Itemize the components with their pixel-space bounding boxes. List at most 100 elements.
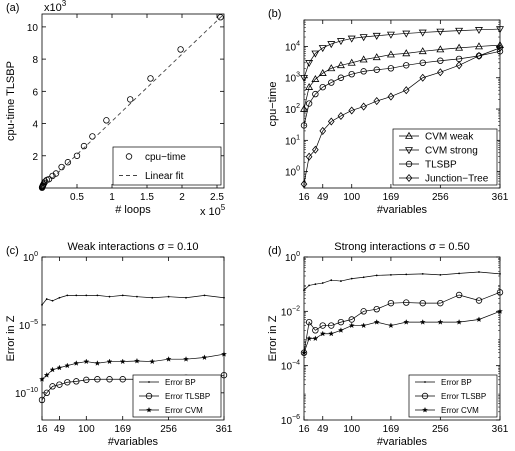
data-point [496, 48, 504, 55]
x-axis-label: # loops [115, 204, 151, 216]
data-point [403, 319, 410, 325]
data-point [80, 142, 88, 150]
data-point [347, 35, 356, 43]
series-2 [300, 48, 504, 129]
data-point [348, 106, 356, 115]
series-line [41, 295, 225, 306]
data-point [496, 289, 504, 296]
data-point [330, 279, 333, 282]
data-point [106, 376, 113, 383]
data-point [151, 296, 154, 299]
panel-label: (c) [6, 245, 19, 257]
data-point [437, 319, 444, 325]
y-tick-label: 2 [32, 152, 38, 163]
data-point [217, 14, 224, 21]
data-point [359, 55, 368, 63]
legend-box [112, 146, 222, 186]
x-tick-label: 100 [78, 424, 95, 435]
data-point [301, 349, 307, 356]
x-tick-label: 169 [114, 424, 131, 435]
data-point [337, 111, 345, 121]
data-point [318, 45, 327, 53]
legend-swatch-marker [405, 160, 413, 168]
data-point [83, 376, 90, 384]
data-point [106, 358, 113, 365]
x-tick-label: 361 [492, 192, 509, 203]
data-point [387, 92, 395, 101]
plot-area [41, 13, 225, 189]
data-point [300, 104, 308, 112]
data-point [478, 271, 480, 273]
data-point [497, 308, 503, 314]
data-point [319, 322, 326, 329]
data-point [373, 319, 380, 325]
data-point [436, 45, 445, 53]
y-tick-label: 10−10 [15, 387, 38, 400]
y-tick-label: 103 [285, 72, 300, 85]
data-point [73, 378, 80, 385]
data-point [437, 299, 444, 307]
x-tick-label: 256 [432, 192, 449, 203]
data-point [203, 294, 206, 297]
data-point [386, 50, 395, 58]
x-tick-label: 16 [298, 424, 310, 435]
data-point [456, 319, 462, 325]
series-0 [300, 40, 504, 112]
y-tick-label: 10 [27, 23, 39, 34]
data-point [476, 316, 482, 322]
data-point [305, 318, 313, 326]
data-point [75, 294, 78, 297]
data-point [305, 82, 314, 90]
data-point [319, 83, 326, 91]
data-point [455, 27, 464, 35]
y-axis-label: Error in Z [267, 315, 279, 361]
data-point [312, 90, 319, 98]
data-point [362, 276, 365, 279]
data-point [183, 356, 189, 362]
x-axis-label: #variables [108, 436, 159, 448]
data-point [147, 75, 154, 82]
y-tick-label: 104 [285, 40, 300, 53]
legend-entry: Error CVM [165, 406, 203, 415]
data-point [402, 49, 411, 57]
legend-entry: Error TLSBP [165, 392, 210, 401]
data-point [73, 360, 80, 366]
series-line [303, 44, 501, 110]
data-point [119, 358, 126, 365]
data-point [49, 366, 56, 373]
y-tick-label: 100 [23, 251, 38, 264]
series-1 [300, 289, 504, 356]
legend-swatch-marker [424, 381, 426, 383]
data-point [103, 117, 110, 124]
data-point [319, 330, 326, 337]
data-point [311, 50, 320, 58]
data-point [327, 64, 336, 72]
data-point [45, 298, 48, 300]
y-tick-label: 6 [32, 87, 38, 98]
series-line [303, 311, 501, 353]
data-point [119, 376, 126, 383]
x-tick-label: 361 [216, 424, 233, 435]
data-point [318, 68, 327, 76]
series-3 [300, 43, 504, 189]
y-tick-label: 100 [285, 166, 300, 179]
data-point [96, 294, 99, 297]
data-point [66, 294, 69, 297]
data-point [475, 297, 483, 304]
x-tick-label: 2 [179, 192, 185, 203]
y-tick-label: 10−2 [281, 305, 300, 318]
x-tick-label: 169 [383, 192, 400, 203]
legend-entry: Error CVM [441, 406, 479, 415]
data-point [94, 360, 101, 366]
series-2 [301, 308, 503, 356]
data-point [348, 70, 355, 78]
x-tick-label: 361 [492, 424, 509, 435]
series-2 [39, 351, 227, 382]
data-point [337, 74, 345, 81]
data-point [373, 97, 381, 106]
data-point [41, 303, 43, 306]
data-point [328, 79, 335, 86]
x-tick-label: 16 [36, 424, 48, 435]
data-point [327, 41, 336, 49]
data-point [51, 299, 54, 302]
